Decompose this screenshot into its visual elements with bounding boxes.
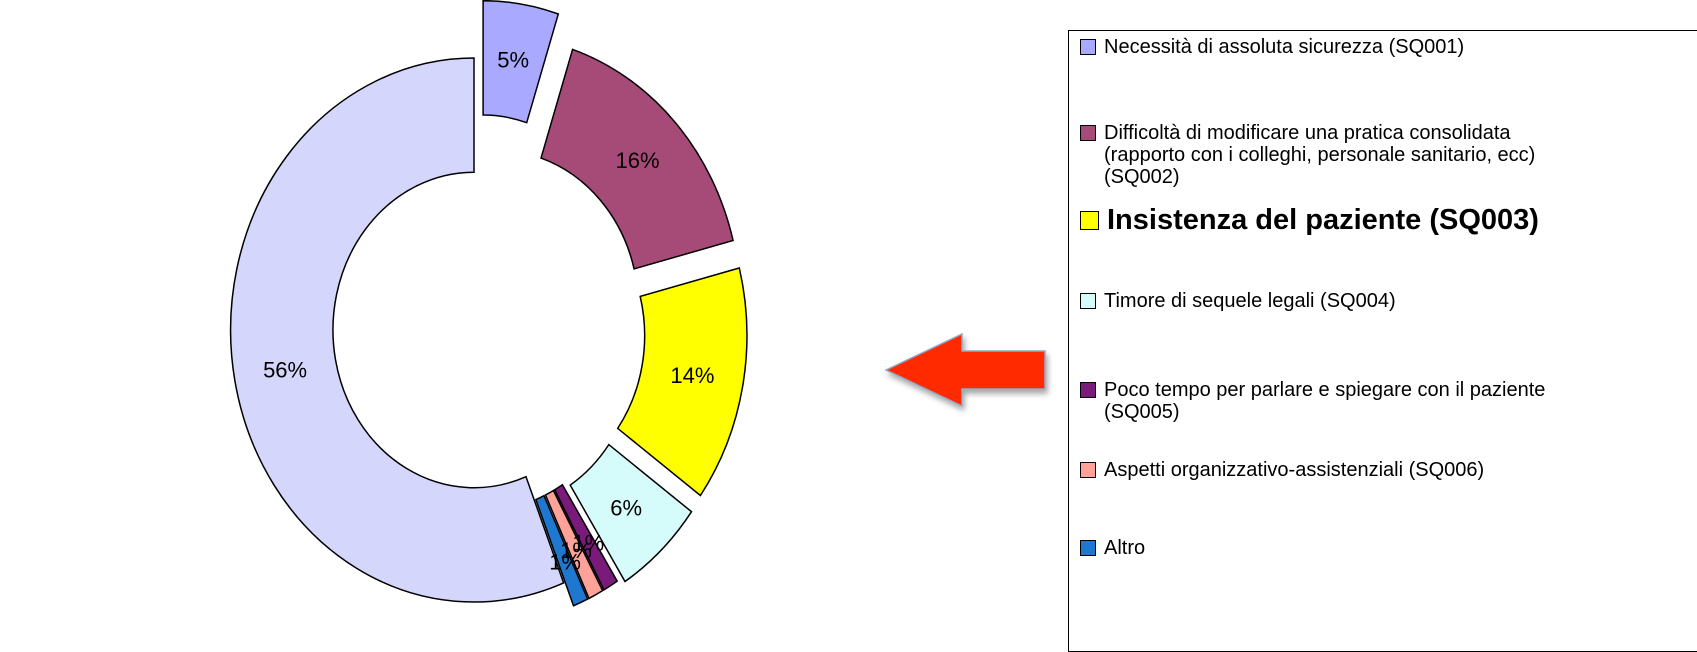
- data-label-2: 16%: [615, 148, 659, 173]
- legend-label-5: Poco tempo per parlare e spiegare con il…: [1104, 379, 1546, 423]
- legend-item-7: Altro: [1080, 537, 1145, 559]
- legend-label-1: Necessità di assoluta sicurezza (SQ001): [1104, 36, 1465, 58]
- slice-8: [229, 57, 565, 603]
- slice-6: [544, 489, 604, 600]
- legend-item-4: Timore di sequele legali (SQ004): [1080, 290, 1396, 312]
- legend-label-7: Altro: [1104, 537, 1146, 559]
- data-label-4: 6%: [610, 496, 642, 521]
- slice-1: [482, 0, 560, 124]
- slice-5: [553, 483, 619, 591]
- legend-item-1: Necessità di assoluta sicurezza (SQ001): [1080, 36, 1464, 58]
- legend-swatch-3: [1080, 211, 1099, 230]
- legend-label-3: Insistenza del paziente (SQ003): [1107, 204, 1539, 236]
- legend-item-5: Poco tempo per parlare e spiegare con il…: [1080, 379, 1545, 423]
- slice-3: [616, 267, 748, 497]
- slice-2: [540, 48, 734, 270]
- legend-item-6: Aspetti organizzativo-assistenziali (SQ0…: [1080, 459, 1484, 481]
- donut-chart: 5%16%14%6%1%1%1%56%: [229, 0, 1046, 607]
- slices-layer: [229, 0, 748, 607]
- red-arrow-icon: [884, 332, 1046, 408]
- legend-swatch-7: [1080, 540, 1096, 556]
- legend-swatch-6: [1080, 462, 1096, 478]
- data-label-6: 1%: [560, 538, 592, 563]
- slice-7: [534, 494, 589, 607]
- labels-layer: 5%16%14%6%1%1%1%56%: [263, 48, 714, 575]
- legend-item-2: Difficoltà di modificare una pratica con…: [1080, 122, 1535, 188]
- legend-swatch-2: [1080, 125, 1096, 141]
- legend-swatch-4: [1080, 293, 1096, 309]
- data-label-5: 1%: [572, 531, 604, 556]
- data-label-1: 5%: [497, 48, 529, 73]
- legend-label-4: Timore di sequele legali (SQ004): [1104, 290, 1396, 312]
- slice-4: [569, 443, 693, 583]
- data-label-8: 56%: [263, 357, 307, 382]
- legend-swatch-5: [1080, 382, 1096, 398]
- data-label-3: 14%: [670, 363, 714, 388]
- legend-label-2: Difficoltà di modificare una pratica con…: [1104, 122, 1536, 188]
- legend-swatch-1: [1080, 39, 1096, 55]
- legend-label-6: Aspetti organizzativo-assistenziali (SQ0…: [1104, 459, 1485, 481]
- data-label-7: 1%: [549, 550, 581, 575]
- legend-item-3: Insistenza del paziente (SQ003): [1080, 205, 1539, 235]
